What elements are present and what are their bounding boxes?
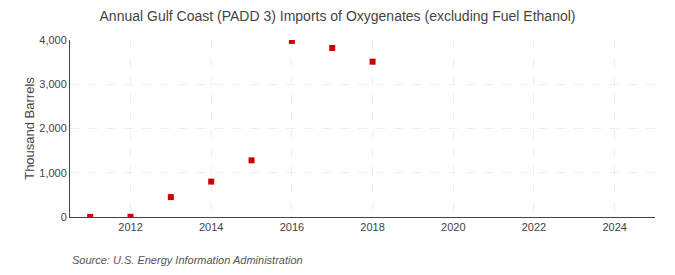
- svg-text:2016: 2016: [280, 221, 304, 233]
- svg-text:3,000: 3,000: [39, 78, 67, 90]
- svg-text:2018: 2018: [360, 221, 384, 233]
- svg-text:4,000: 4,000: [39, 34, 67, 46]
- svg-text:2022: 2022: [522, 221, 546, 233]
- svg-text:2020: 2020: [441, 221, 465, 233]
- svg-text:2014: 2014: [199, 221, 223, 233]
- svg-text:1,000: 1,000: [39, 167, 67, 179]
- svg-text:Thousand Barrels: Thousand Barrels: [22, 77, 37, 180]
- svg-text:2024: 2024: [602, 221, 626, 233]
- svg-text:2012: 2012: [118, 221, 142, 233]
- svg-text:0: 0: [61, 211, 67, 223]
- svg-text:2,000: 2,000: [39, 122, 67, 134]
- svg-text:Source: U.S. Energy Informatio: Source: U.S. Energy Information Administ…: [72, 254, 303, 266]
- svg-text:Annual Gulf Coast (PADD 3) Imp: Annual Gulf Coast (PADD 3) Imports of Ox…: [100, 8, 576, 24]
